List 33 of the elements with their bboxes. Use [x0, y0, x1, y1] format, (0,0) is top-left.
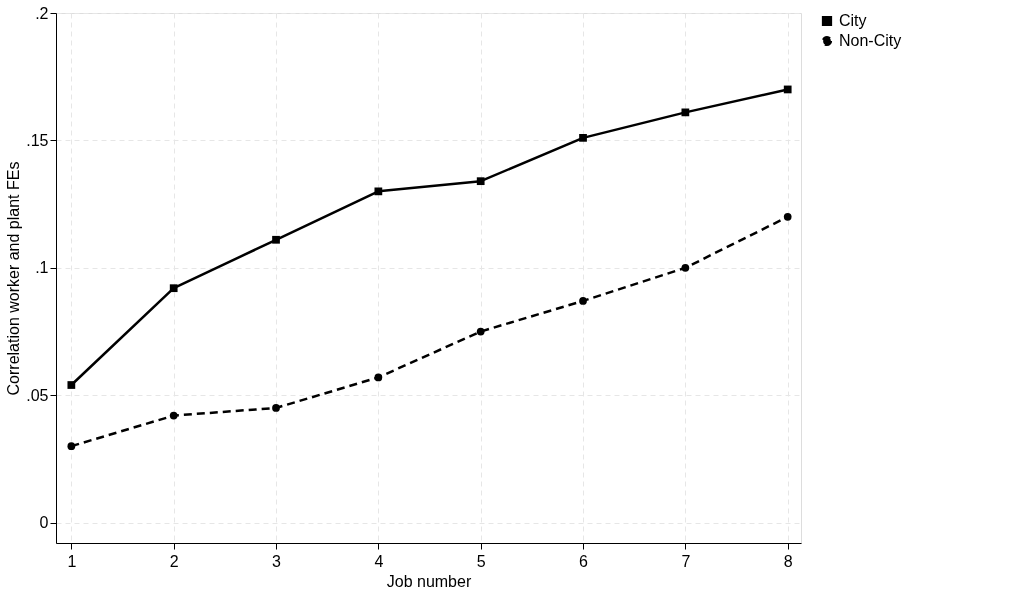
y-tick-label: .15: [26, 131, 49, 149]
y-tick-label: .2: [35, 4, 49, 22]
x-tick-label: 7: [681, 552, 691, 570]
x-tick-label: 5: [476, 552, 486, 570]
y-tick-label: 0: [39, 514, 49, 532]
point: [169, 411, 178, 420]
x-tick-label: 8: [783, 552, 793, 570]
point: [169, 284, 178, 293]
y-axis-title: Correlation worker and plant FEs: [5, 161, 23, 396]
point: [272, 404, 280, 412]
legend-label: City: [839, 12, 867, 29]
point: [67, 442, 76, 451]
x-axis-title: Job number: [386, 572, 472, 590]
point: [476, 177, 485, 186]
point: [374, 373, 383, 382]
y-tick-label: .1: [35, 259, 49, 277]
point: [579, 133, 587, 142]
x-tick-label: 3: [272, 552, 282, 570]
point: [681, 263, 690, 272]
point: [67, 381, 76, 389]
x-tick-label: 1: [67, 552, 77, 570]
x-tick-label: 2: [169, 552, 179, 570]
point: [476, 327, 485, 336]
point: [272, 235, 280, 244]
point: [783, 85, 792, 94]
x-tick-label: 4: [374, 552, 384, 570]
point: [579, 297, 587, 305]
y-tick-label: .05: [26, 386, 49, 404]
point: [681, 108, 690, 117]
point: [374, 187, 383, 196]
legend-label: Non-City: [839, 32, 902, 49]
x-tick-label: 6: [579, 552, 589, 570]
point: [783, 212, 792, 221]
